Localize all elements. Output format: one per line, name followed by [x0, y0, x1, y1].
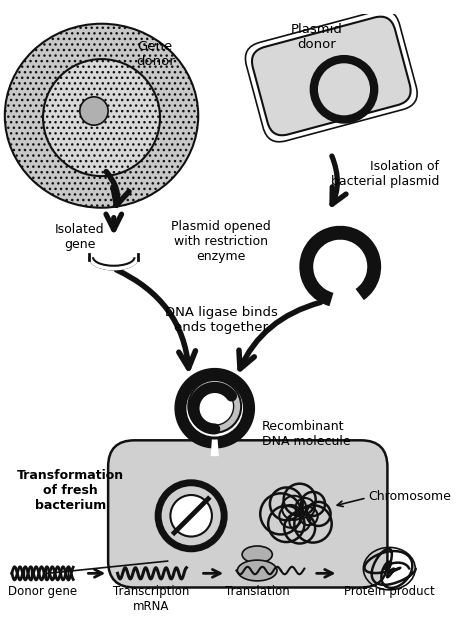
Text: Isolation of
bacterial plasmid: Isolation of bacterial plasmid	[331, 160, 439, 188]
Text: Transformation
of fresh
bacterium: Transformation of fresh bacterium	[17, 469, 124, 512]
Text: Gene
donor: Gene donor	[136, 40, 175, 68]
FancyBboxPatch shape	[108, 440, 387, 587]
FancyBboxPatch shape	[252, 16, 411, 135]
Text: Plasmid
donor: Plasmid donor	[291, 23, 343, 51]
Text: Protein product: Protein product	[344, 585, 435, 598]
Circle shape	[175, 369, 254, 448]
Ellipse shape	[242, 546, 272, 563]
Circle shape	[170, 495, 212, 536]
Circle shape	[43, 59, 160, 176]
Text: Recombinant
DNA molecule: Recombinant DNA molecule	[262, 420, 351, 447]
Circle shape	[188, 380, 241, 433]
Circle shape	[196, 387, 233, 425]
Circle shape	[186, 380, 243, 437]
Text: DNA ligase binds
ends together: DNA ligase binds ends together	[165, 306, 278, 334]
Ellipse shape	[238, 560, 277, 581]
Text: Transcription
mRNA: Transcription mRNA	[113, 585, 190, 613]
Text: Chromosome: Chromosome	[369, 490, 452, 504]
Ellipse shape	[5, 24, 198, 208]
Text: Translation: Translation	[225, 585, 290, 598]
Text: Isolated
gene: Isolated gene	[55, 223, 105, 251]
Text: Plasmid opened
with restriction
enzyme: Plasmid opened with restriction enzyme	[172, 220, 271, 262]
Text: Donor gene: Donor gene	[7, 585, 77, 598]
Circle shape	[80, 97, 108, 125]
